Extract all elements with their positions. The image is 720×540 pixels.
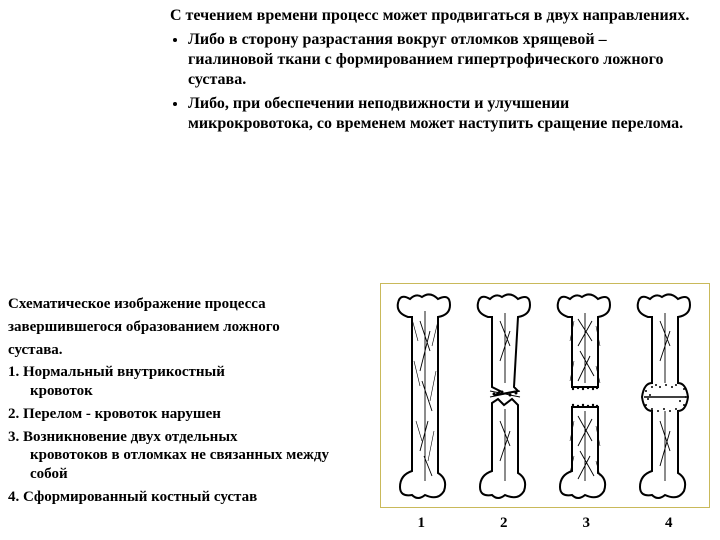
bone-stage-1-icon — [390, 291, 460, 501]
figure-number-row: 1 2 3 4 — [380, 515, 710, 532]
bone-stage-2-icon — [470, 291, 540, 501]
slide-root: С течением времени процесс может продвиг… — [0, 0, 720, 540]
top-text-block: С течением времени процесс может продвиг… — [170, 6, 690, 138]
bone-stage-4-icon — [630, 291, 700, 501]
figure-label-1: 1 — [418, 515, 426, 532]
figure-label-3: 3 — [583, 515, 591, 532]
legend-item-2: 2. Перелом - кровоток нарушен — [8, 405, 358, 424]
legend-item-3-cont: кровотоков в отломках не связанных между… — [8, 446, 358, 484]
figure-caption-block: Схематическое изображение процесса завер… — [8, 295, 358, 511]
top-bullet-list: Либо в сторону разрастания вокруг отломк… — [170, 30, 690, 134]
figure-label-2: 2 — [500, 515, 508, 532]
legend-item-4: 4. Сформированный костный сустав — [8, 488, 358, 507]
legend-item-4-line1: 4. Сформированный костный сустав — [8, 489, 257, 505]
caption-line-1: Схематическое изображение процесса — [8, 295, 358, 314]
figure-label-4: 4 — [665, 515, 673, 532]
bone-diagram-figure — [380, 283, 710, 508]
legend-item-3-line1: 3. Возникновение двух отдельных — [8, 429, 238, 445]
legend-item-1-line1: 1. Нормальный внутрикостный — [8, 364, 225, 380]
top-lead-paragraph: С течением времени процесс может продвиг… — [170, 6, 690, 26]
legend-item-1-cont: кровоток — [8, 382, 358, 401]
bone-stage-3-icon — [550, 291, 620, 501]
bone-diagram-row — [381, 284, 709, 507]
legend-item-1: 1. Нормальный внутрикостный кровоток — [8, 363, 358, 401]
top-bullet-1: Либо в сторону разрастания вокруг отломк… — [188, 30, 690, 90]
caption-line-2: завершившегося образованием ложного — [8, 318, 358, 337]
caption-line-3: сустава. — [8, 341, 358, 360]
top-bullet-2: Либо, при обеспечении неподвижности и ул… — [188, 94, 690, 134]
legend-item-2-line1: 2. Перелом - кровоток нарушен — [8, 406, 221, 422]
legend-item-3: 3. Возникновение двух отдельных кровоток… — [8, 428, 358, 484]
